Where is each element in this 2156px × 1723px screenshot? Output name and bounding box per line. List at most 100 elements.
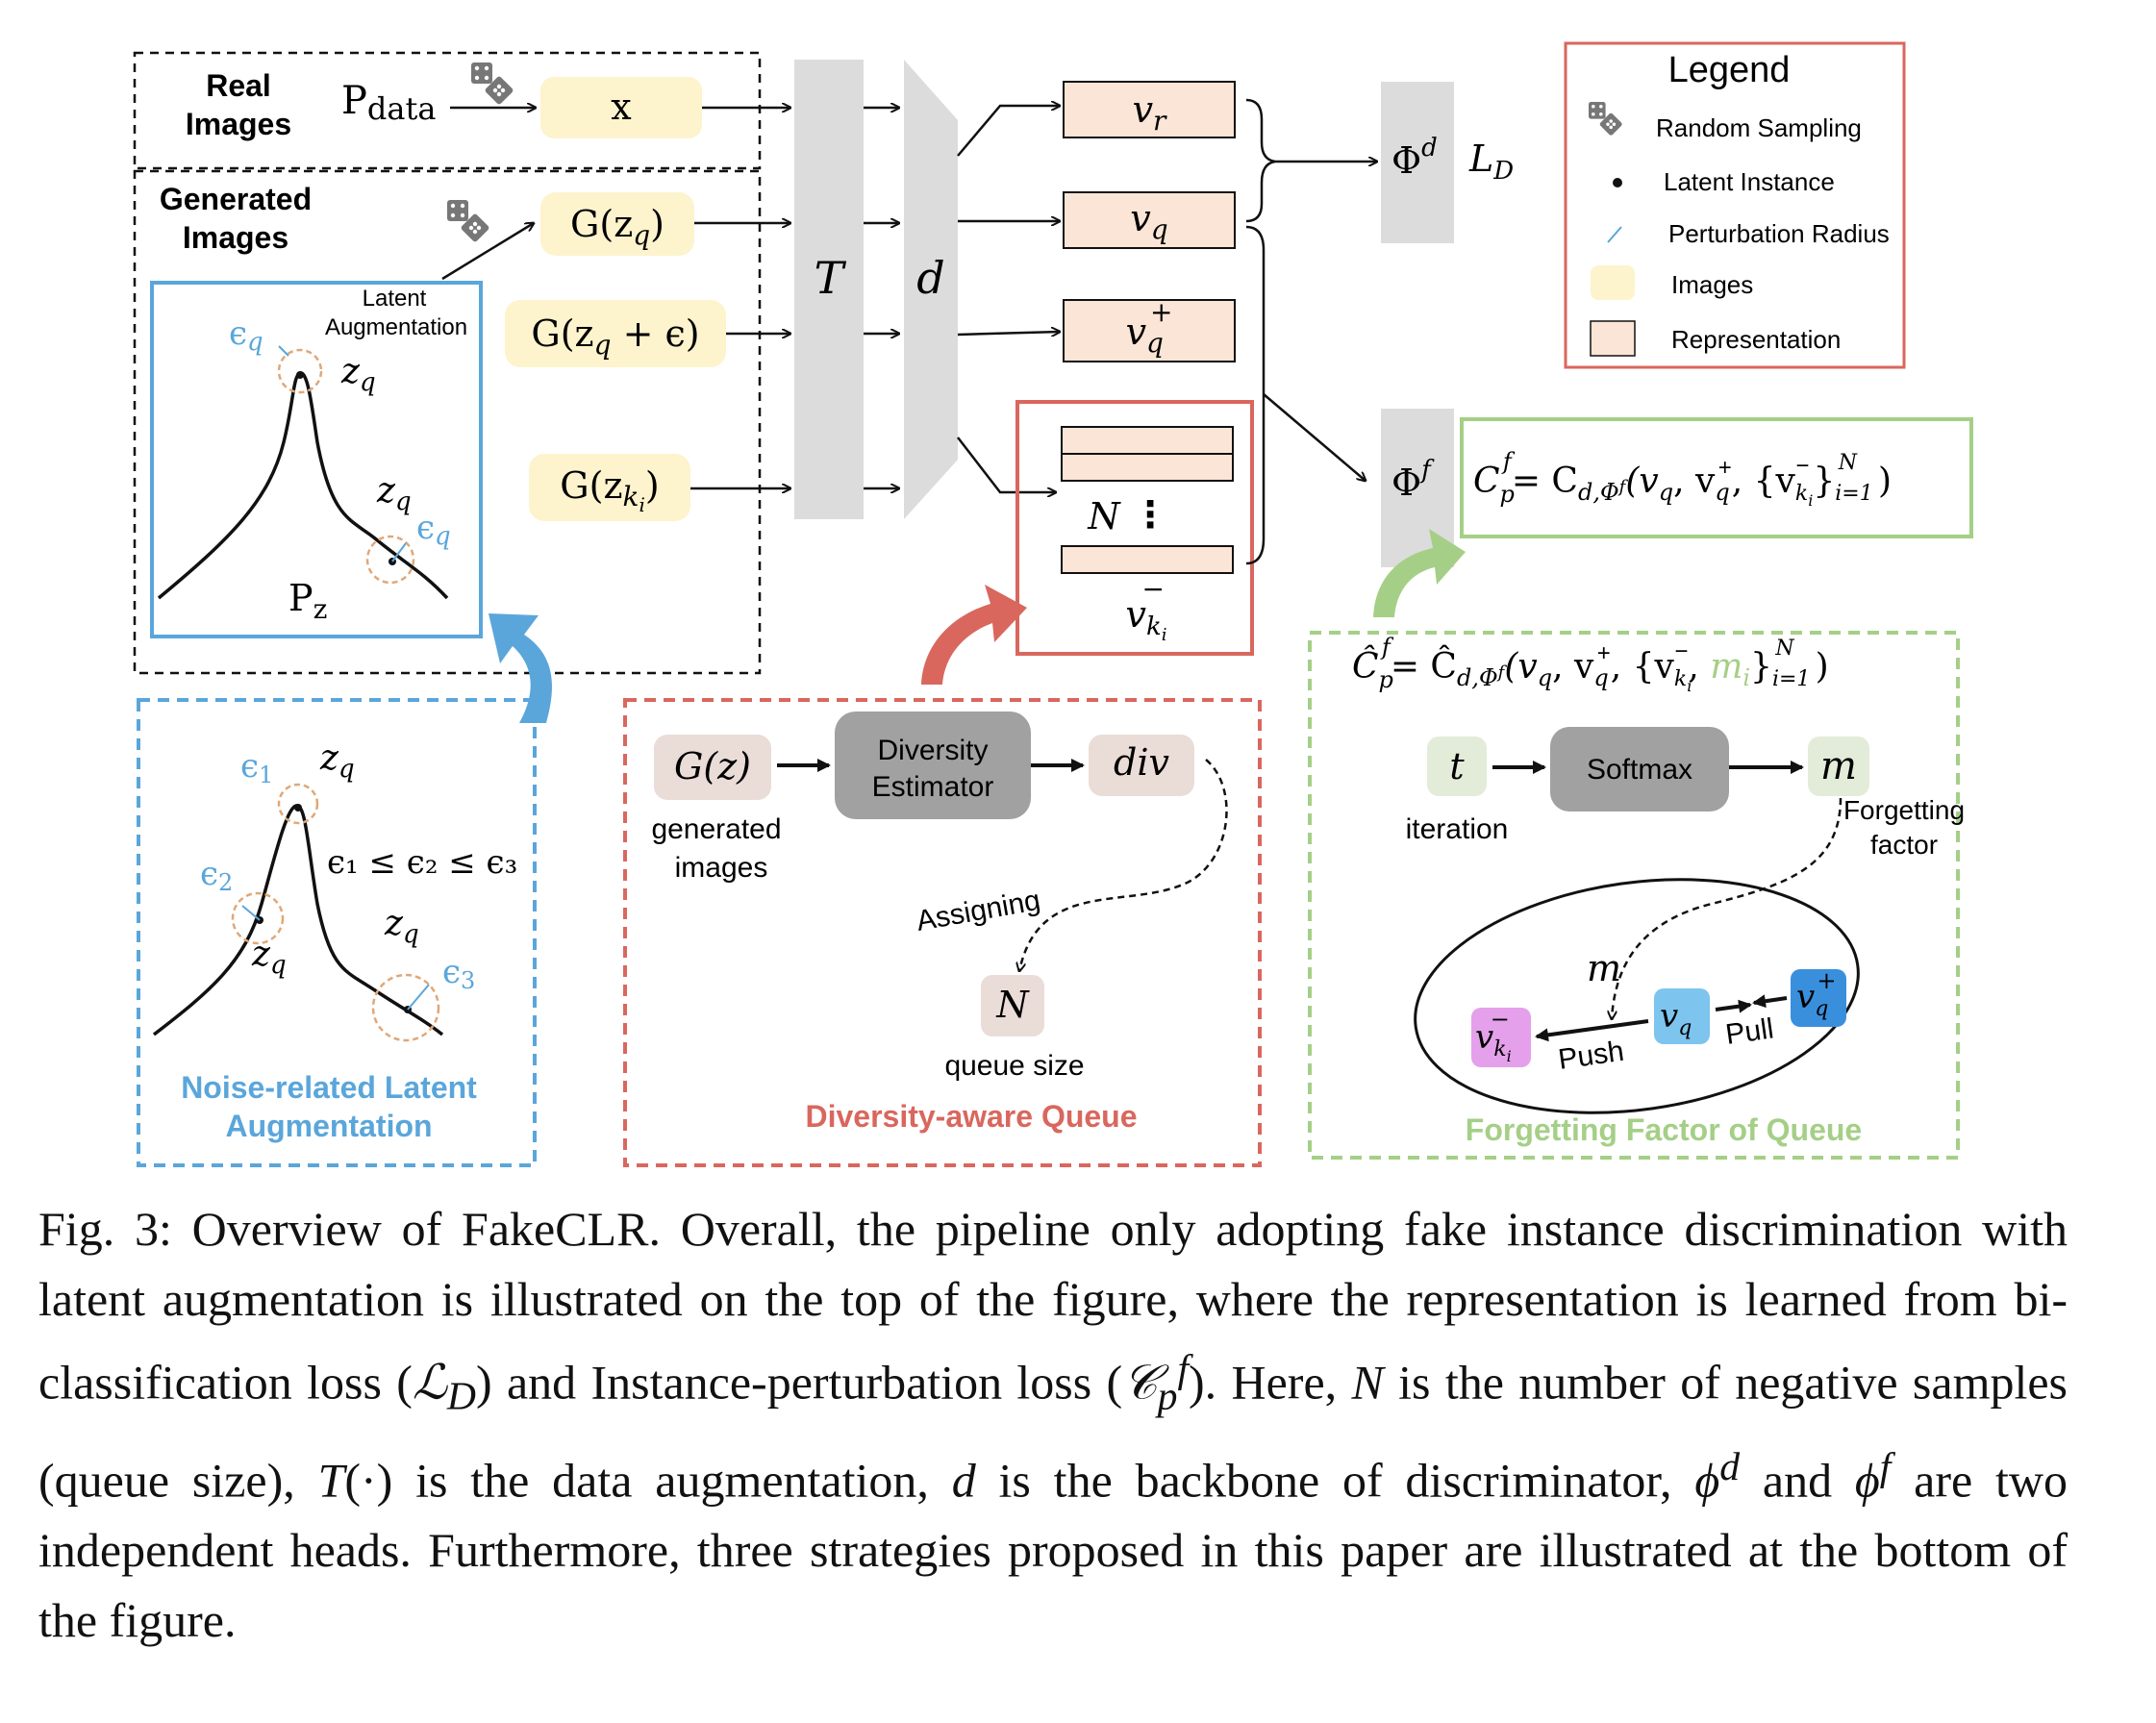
push-label: Push [1556, 1036, 1625, 1076]
legend-item-images: Images [1671, 270, 1753, 299]
diversity-estimator-label-1: Diversity [877, 735, 988, 766]
generated-images-caption-2: images [675, 852, 768, 884]
augmentation-T-block [794, 60, 864, 519]
legend-rep-swatch [1590, 320, 1636, 357]
perturbation-circle [371, 973, 440, 1042]
cpf-hat-formula: Ĉpf= Ĉd,Φf(vq, vq+, {vki−, mi}i=1N) [1352, 634, 1829, 695]
z-q-label: zq [251, 935, 287, 980]
arrow-d-to-vq-plus [957, 332, 1060, 335]
assigning-dashed-arrow [1019, 759, 1228, 971]
sampling-arrow [441, 223, 534, 281]
generated-images-box [133, 169, 762, 675]
perturbation-circle [365, 535, 415, 585]
queue-rep-slot [1061, 453, 1234, 482]
loss-LD-label: LD [1468, 137, 1514, 186]
generated-images-label-2: Images [183, 220, 288, 255]
legend-title: Legend [1668, 50, 1791, 90]
brace-to-phi-d [1245, 98, 1276, 223]
blue-callout-arrow [489, 613, 553, 723]
discriminator-backbone-d [904, 60, 958, 519]
diversity-estimator-block [835, 712, 1031, 819]
queue-rep-slot [1061, 426, 1234, 455]
perturbation-circle [277, 348, 323, 394]
perturbation-circle [231, 891, 285, 945]
head-phi-d [1381, 82, 1454, 243]
diversity-panel-title: Diversity-aware Queue [805, 1099, 1137, 1134]
diversity-queue-panel [623, 698, 1262, 1167]
perturbation-radius-line [278, 345, 289, 357]
rep-vq-plus-label: vq+ [1126, 296, 1173, 359]
latent-distribution-curve [157, 371, 449, 600]
pull-label: Pull [1723, 1012, 1775, 1051]
image-g-zq-eps-label: G(zq + ϵ) [531, 312, 699, 361]
v-ki-minus-label: vki− [1475, 1006, 1512, 1065]
queue-N-label: N [1087, 495, 1121, 537]
forgetting-factor-label-2: factor [1870, 830, 1938, 860]
m-label: m [1820, 744, 1857, 788]
image-x-box [540, 77, 702, 138]
p-z-label: Pz [288, 577, 327, 625]
z-q-label: zq [340, 352, 376, 397]
queue-N-box [981, 975, 1044, 1036]
instance-perturbation-loss-box [1460, 417, 1973, 538]
legend-item-latent-instance: Latent Instance [1664, 167, 1835, 196]
forgetting-factor-panel [1308, 631, 1960, 1160]
z-q-label: zq [376, 471, 412, 516]
latent-augmentation-box [150, 281, 483, 638]
legend-radius-line [1607, 226, 1622, 243]
noise-augmentation-panel [137, 698, 537, 1167]
p-data-label: Pdata [341, 79, 436, 127]
perturbation-radius-line [391, 542, 407, 562]
v-ki-minus-node [1471, 1008, 1531, 1067]
rep-vr-box [1063, 81, 1236, 138]
eps1-label: ϵ1 [240, 747, 273, 788]
iteration-label: iteration [1406, 813, 1509, 845]
noise-latent-curve [152, 804, 444, 1036]
eps-q-label: ϵq [229, 314, 263, 357]
latent-augmentation-label-1: Latent [363, 286, 427, 312]
v-q-plus-node-label: vq+ [1796, 967, 1836, 1021]
dice-icon [471, 62, 514, 105]
legend-item-perturbation-radius: Perturbation Radius [1668, 219, 1890, 248]
caption-LD: ℒ [412, 1355, 447, 1410]
pull-arrow-2 [1752, 994, 1788, 1009]
real-images-label-1: Real [206, 68, 271, 103]
arrow-d-to-queue [957, 437, 1056, 492]
legend-item-representation: Representation [1671, 325, 1841, 354]
push-arrow [1535, 1019, 1649, 1042]
cpf-formula: Cpf= Cd,Φf(vq, vq+, {vki−}i=1N) [1473, 448, 1892, 510]
noise-panel-title-1: Noise-related Latent [181, 1070, 477, 1105]
diversity-estimator-label-2: Estimator [872, 771, 994, 803]
gz-box [654, 735, 771, 800]
legend-item-random-sampling: Random Sampling [1656, 113, 1862, 142]
generated-images-caption-1: generated [651, 813, 781, 845]
z-q-label: zq [384, 904, 419, 949]
red-callout-arrow [921, 585, 1027, 685]
caption-text: Overview of FakeCLR. Overall, the pipeli… [38, 1202, 2068, 1410]
queue-rep-slot [1061, 545, 1234, 574]
real-images-box [133, 51, 762, 170]
arrow-to-phi-f [1263, 393, 1366, 481]
forgetting-panel-title: Forgetting Factor of Queue [1466, 1112, 1862, 1147]
image-g-zki-box [529, 454, 690, 521]
phi-d-label: Φd [1391, 134, 1438, 182]
figure-caption: Fig. 3: Overview of FakeCLR. Overall, th… [38, 1202, 2068, 1648]
T-label: T [815, 252, 847, 304]
queue-ellipse [1414, 878, 1860, 1114]
legend-images-swatch [1591, 265, 1635, 300]
forgetting-dashed-arrow [1612, 797, 1843, 1019]
forgetting-factor-label-1: Forgetting [1843, 795, 1965, 825]
assigning-label: Assigning [914, 885, 1042, 937]
image-x-label: x [611, 86, 631, 128]
v-q-plus-node [1791, 969, 1846, 1027]
rep-vq-box [1063, 191, 1236, 249]
noise-panel-title-2: Augmentation [225, 1109, 432, 1143]
brace-to-phi-f [1245, 225, 1266, 565]
v-q-node-label: vq [1660, 997, 1692, 1040]
latent-instance-dot [296, 371, 304, 379]
rep-vr-label: vr [1133, 88, 1167, 137]
iteration-t-box [1427, 737, 1487, 796]
real-images-label-2: Images [186, 107, 291, 141]
softmax-label: Softmax [1587, 754, 1692, 786]
arrow-d-to-vr [957, 106, 1060, 157]
